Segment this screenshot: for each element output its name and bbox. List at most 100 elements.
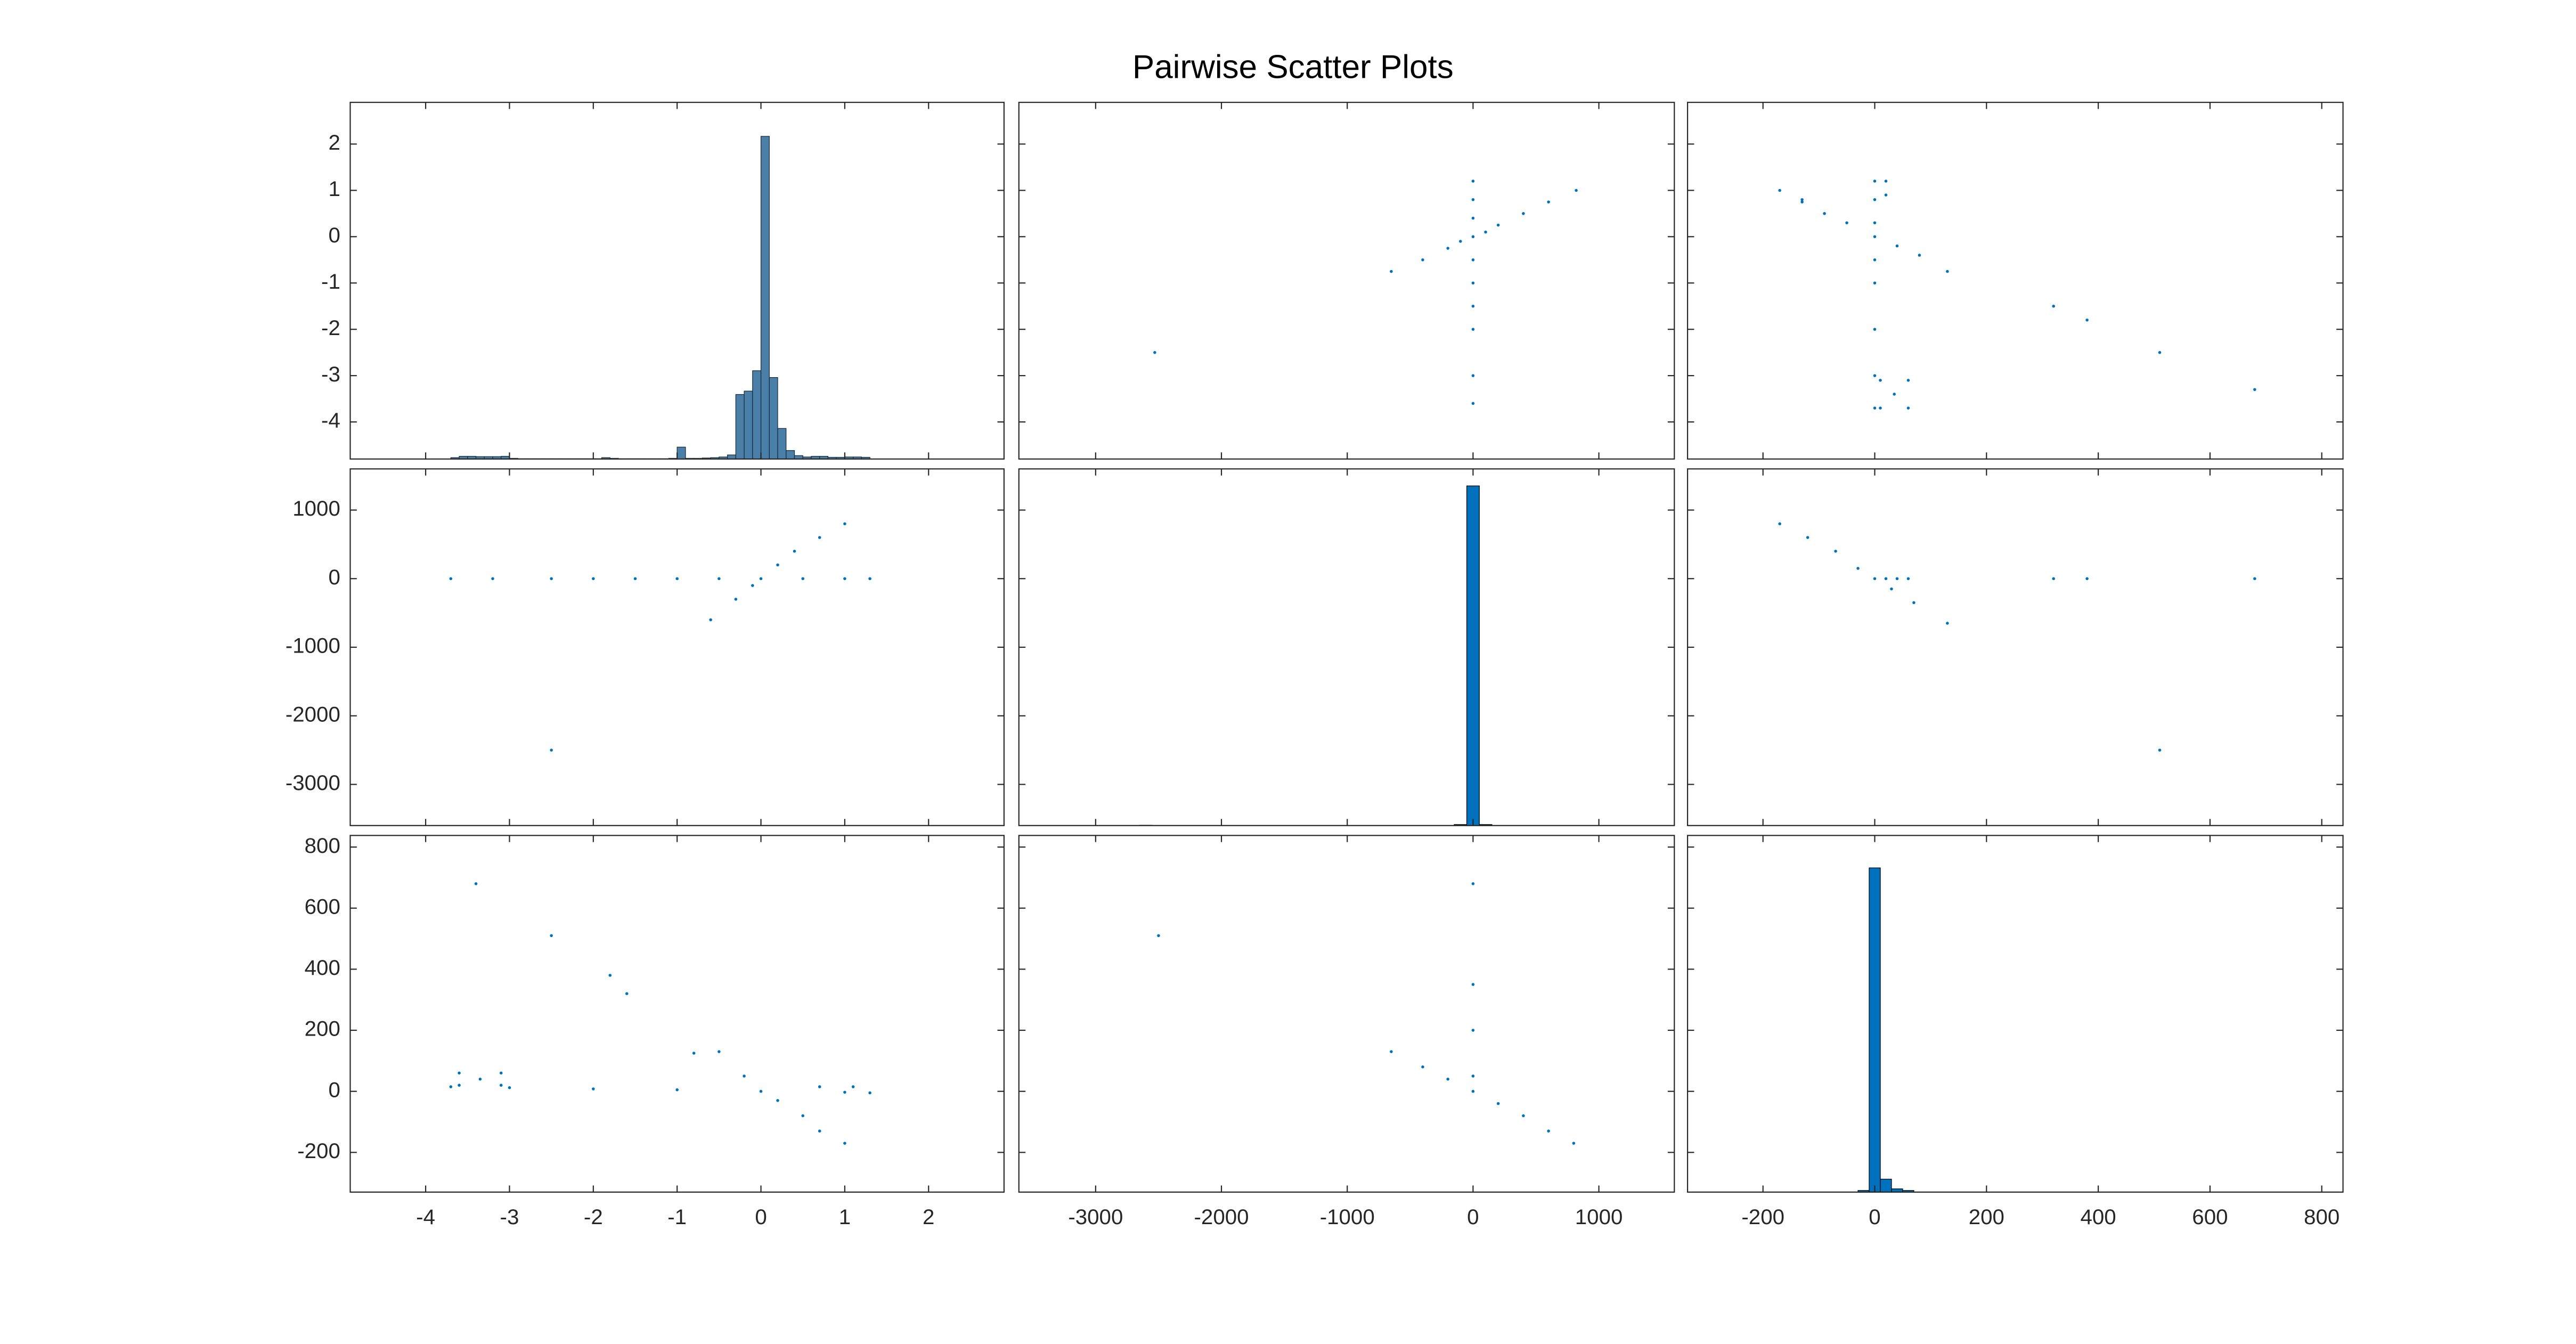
scatter-point xyxy=(1895,577,1899,581)
scatter-point xyxy=(1547,1129,1550,1133)
scatter-panel: -3000 -2000 -1000 0 1000 xyxy=(1018,835,1675,1229)
scatter-point xyxy=(776,563,779,567)
scatter-point xyxy=(692,1052,696,1055)
scatter-point xyxy=(1458,240,1462,243)
scatter-point xyxy=(592,577,595,581)
scatter-point xyxy=(1778,522,1781,526)
scatter-point xyxy=(550,748,553,752)
scatter-point xyxy=(851,1085,855,1088)
x-tick-label: 200 xyxy=(1969,1205,2004,1229)
scatter-point xyxy=(818,536,821,539)
x-tick-label: 1 xyxy=(839,1205,851,1229)
y-tick-label: 200 xyxy=(305,1017,340,1041)
panel-border xyxy=(1686,102,2344,460)
y-tick-label: 0 xyxy=(328,223,340,247)
scatter-point xyxy=(1884,577,1888,581)
scatter-point xyxy=(550,577,553,581)
scatter-point xyxy=(1906,577,1910,581)
histogram-bar xyxy=(735,394,745,460)
scatter-point xyxy=(1471,304,1475,308)
scatter-point xyxy=(1895,244,1899,248)
scatter-point xyxy=(474,882,478,885)
scatter-point xyxy=(1906,379,1910,382)
scatter-point xyxy=(499,1071,503,1075)
scatter-point xyxy=(1873,577,1877,581)
scatter-point xyxy=(1778,189,1781,192)
scatter-point xyxy=(1823,212,1826,215)
scatter-point xyxy=(868,1091,871,1095)
histogram-bar xyxy=(1466,485,1480,826)
scatter-point xyxy=(458,1071,461,1075)
scatter-point xyxy=(793,549,796,553)
panel-frame xyxy=(350,102,1004,459)
panel-frame xyxy=(1688,835,2343,1192)
scatter-point xyxy=(1946,622,1949,625)
scatter-point xyxy=(1873,328,1877,331)
scatter-point xyxy=(1845,221,1848,225)
y-tick-label: 0 xyxy=(328,565,340,589)
x-tick-label: 1000 xyxy=(1575,1205,1623,1229)
scatter-point xyxy=(508,1086,511,1089)
scatter-point xyxy=(709,618,712,622)
x-tick-label: 0 xyxy=(1467,1205,1479,1229)
scatter-point xyxy=(843,522,846,526)
y-tick-label: 1 xyxy=(328,177,340,201)
scatter-point xyxy=(2085,577,2089,581)
scatter-point xyxy=(1873,281,1877,285)
scatter-point xyxy=(801,577,805,581)
scatter-point xyxy=(1873,235,1877,239)
scatter-point xyxy=(1575,189,1578,192)
histogram-bar xyxy=(1869,867,1881,1193)
y-tick-label: -200 xyxy=(297,1139,340,1163)
histogram-bar xyxy=(676,446,686,460)
scatter-point xyxy=(818,1085,821,1088)
scatter-point xyxy=(1157,934,1160,938)
panel-frame xyxy=(1018,835,1675,1192)
histogram-panel xyxy=(1018,468,1675,826)
scatter-point xyxy=(1806,536,1809,539)
scatter-point xyxy=(625,992,629,996)
scatter-point xyxy=(718,577,721,581)
x-tick-label: 2 xyxy=(923,1205,934,1229)
scatter-point xyxy=(1879,379,1882,382)
scatter-point xyxy=(478,1077,482,1081)
scatter-point xyxy=(801,1114,805,1118)
scatter-point xyxy=(1471,180,1475,183)
y-tick-label: -3 xyxy=(321,362,340,386)
scatter-point xyxy=(2253,388,2256,392)
y-tick-label: -4 xyxy=(321,409,340,433)
scatter-point xyxy=(843,577,846,581)
scatter-point xyxy=(1471,882,1475,885)
scatter-point xyxy=(1471,258,1475,262)
panel-frame xyxy=(1688,469,2343,826)
histogram-bar xyxy=(769,377,778,460)
scatter-point xyxy=(633,577,637,581)
scatter-point xyxy=(1946,270,1949,273)
scatter-point xyxy=(751,584,754,587)
panel-border xyxy=(1018,102,1675,460)
scatter-point xyxy=(1873,258,1877,262)
y-tick-label: -2 xyxy=(321,316,340,340)
scatter-point xyxy=(1856,567,1860,570)
scatter-point xyxy=(1873,198,1877,201)
scatter-point xyxy=(1471,374,1475,377)
scatter-point xyxy=(1471,402,1475,405)
scatter-point xyxy=(1873,180,1877,183)
scatter-point xyxy=(843,1090,846,1094)
scatter-point xyxy=(675,577,679,581)
scatter-point xyxy=(1421,258,1424,262)
histogram-bar xyxy=(777,428,787,460)
scatter-point xyxy=(1884,193,1888,197)
scatter-point xyxy=(499,1084,503,1087)
scatter-point xyxy=(1522,1114,1525,1118)
scatter-point xyxy=(2052,577,2055,581)
scatter-point xyxy=(592,1087,595,1090)
scatter-point xyxy=(1446,247,1449,250)
panel-border xyxy=(1686,835,2344,1193)
y-tick-label: 0 xyxy=(328,1078,340,1102)
scatter-point xyxy=(776,1099,779,1102)
panel-frame xyxy=(1688,102,2343,459)
scatter-point xyxy=(449,1085,453,1088)
x-tick-label: -3 xyxy=(500,1205,519,1229)
scatter-point xyxy=(1446,1077,1449,1081)
